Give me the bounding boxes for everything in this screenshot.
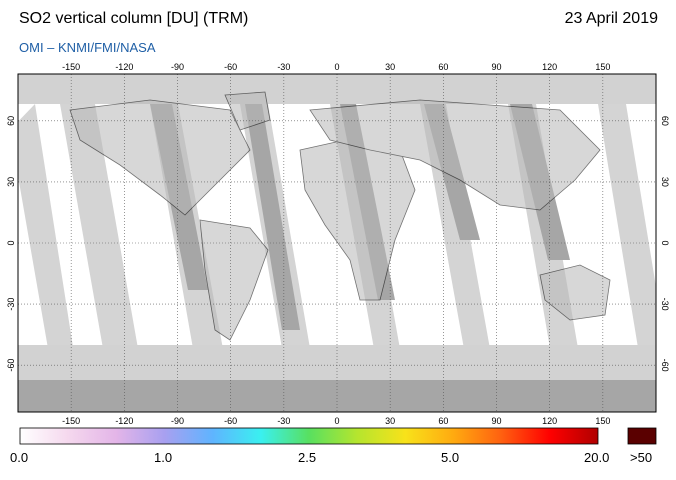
latitude-tick-label: -30: [660, 298, 670, 311]
south-america: [199, 219, 269, 341]
map-frame: [17, 73, 657, 413]
map-date: 23 April 2019: [564, 10, 658, 27]
latitude-tick-label: 0: [6, 240, 16, 245]
longitude-ticks-top: -150 -120 -90 -60 -30 0 30 60 90 120 150: [62, 62, 610, 72]
colorbar: [19, 427, 599, 445]
colorbar-label-1: 1.0: [154, 450, 173, 465]
longitude-ticks-bottom: -150 -120 -90 -60 -30 0 30 60 90 120 150: [62, 416, 610, 426]
longitude-tick-label: 0: [334, 416, 339, 426]
longitude-tick-label: 120: [542, 62, 557, 72]
longitude-tick-label: -60: [224, 62, 237, 72]
colorbar-label-3: 5.0: [441, 450, 460, 465]
australia: [539, 264, 611, 321]
longitude-tick-label: -90: [171, 62, 184, 72]
longitude-tick-label: 150: [595, 416, 610, 426]
latitude-tick-label: -30: [6, 298, 16, 311]
longitude-tick-label: 30: [385, 416, 395, 426]
map-title: SO2 vertical column [DU] (TRM): [19, 10, 249, 27]
colorbar-overflow-swatch: [627, 427, 657, 445]
colorbar-label-4: 20.0: [584, 450, 610, 465]
latitude-tick-label: 30: [6, 177, 16, 187]
longitude-tick-label: -60: [224, 416, 237, 426]
eurasia: [309, 99, 601, 211]
longitude-tick-label: 120: [542, 416, 557, 426]
latitude-ticks-right: 60 30 0 -30 -60: [660, 116, 670, 372]
greenland: [224, 91, 271, 131]
longitude-tick-label: -30: [277, 62, 290, 72]
longitude-tick-label: 90: [491, 62, 501, 72]
latitude-ticks-left: 60 30 0 -30 -60: [6, 116, 16, 372]
latitude-tick-label: -60: [660, 359, 670, 372]
colorbar-label-0: 0.0: [10, 450, 29, 465]
continents: [69, 91, 611, 341]
map-plot-area: [18, 74, 656, 412]
longitude-tick-label: -30: [277, 416, 290, 426]
longitude-tick-label: -150: [62, 62, 80, 72]
data-credit: OMI – KNMI/FMI/NASA: [19, 40, 156, 55]
longitude-tick-label: 150: [595, 62, 610, 72]
colorbar-overflow-label: >50: [630, 450, 653, 465]
longitude-tick-label: 90: [491, 416, 501, 426]
graticule: [18, 74, 656, 412]
latitude-tick-label: 30: [660, 177, 670, 187]
longitude-tick-label: -120: [115, 62, 133, 72]
longitude-tick-label: -90: [171, 416, 184, 426]
latitude-tick-label: -60: [6, 359, 16, 372]
latitude-tick-label: 60: [660, 116, 670, 126]
latitude-tick-label: 0: [660, 240, 670, 245]
longitude-tick-label: 30: [385, 62, 395, 72]
north-america: [69, 99, 251, 216]
longitude-tick-label: -150: [62, 416, 80, 426]
colorbar-label-2: 2.5: [298, 450, 317, 465]
longitude-tick-label: 0: [334, 62, 339, 72]
latitude-tick-label: 60: [6, 116, 16, 126]
longitude-tick-label: 60: [438, 416, 448, 426]
longitude-tick-label: 60: [438, 62, 448, 72]
longitude-tick-label: -120: [115, 416, 133, 426]
